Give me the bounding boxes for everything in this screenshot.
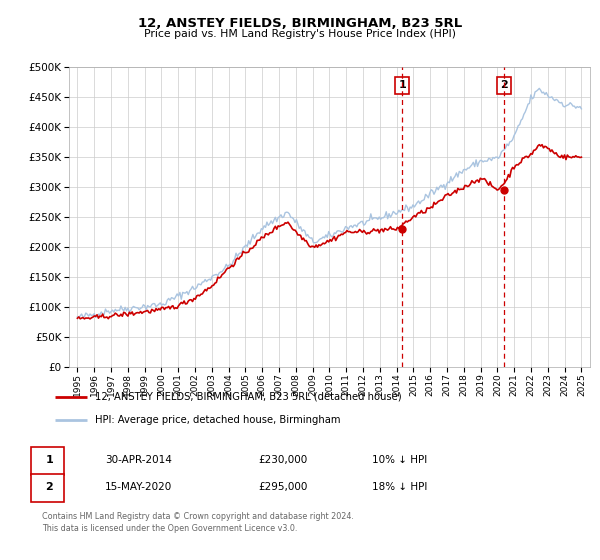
Text: 12, ANSTEY FIELDS, BIRMINGHAM, B23 5RL (detached house): 12, ANSTEY FIELDS, BIRMINGHAM, B23 5RL (… [95,392,401,402]
Text: £230,000: £230,000 [258,455,307,465]
Text: Price paid vs. HM Land Registry's House Price Index (HPI): Price paid vs. HM Land Registry's House … [144,29,456,39]
Text: 2: 2 [500,80,508,90]
Text: £295,000: £295,000 [258,482,307,492]
Text: 12, ANSTEY FIELDS, BIRMINGHAM, B23 5RL: 12, ANSTEY FIELDS, BIRMINGHAM, B23 5RL [138,17,462,30]
Text: 10% ↓ HPI: 10% ↓ HPI [372,455,427,465]
Text: 15-MAY-2020: 15-MAY-2020 [105,482,172,492]
Text: 2: 2 [46,482,53,492]
Text: Contains HM Land Registry data © Crown copyright and database right 2024.
This d: Contains HM Land Registry data © Crown c… [42,512,354,533]
Text: 30-APR-2014: 30-APR-2014 [105,455,172,465]
Text: 18% ↓ HPI: 18% ↓ HPI [372,482,427,492]
Text: 1: 1 [398,80,406,90]
Text: HPI: Average price, detached house, Birmingham: HPI: Average price, detached house, Birm… [95,415,340,425]
Text: 1: 1 [46,455,53,465]
